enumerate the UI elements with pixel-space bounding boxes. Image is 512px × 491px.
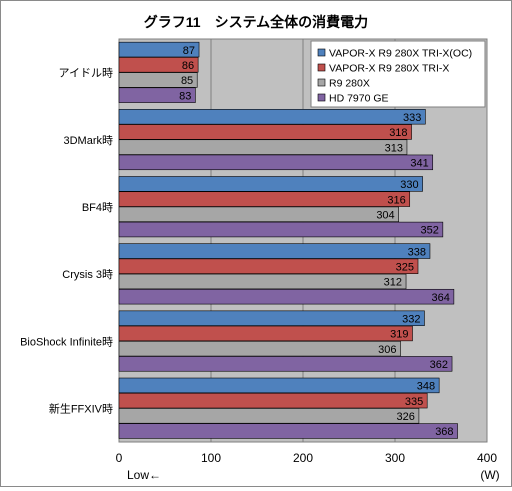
bar-value-label: 325 bbox=[396, 261, 414, 273]
bar-value-label: 352 bbox=[420, 225, 438, 237]
legend: VAPOR-X R9 280X TRI-X(OC) VAPOR-X R9 280X… bbox=[310, 40, 486, 108]
bar bbox=[118, 243, 431, 259]
bar bbox=[118, 377, 440, 394]
bar-value-label: 326 bbox=[397, 411, 415, 423]
category-label: 3DMark時 bbox=[63, 134, 113, 147]
bar bbox=[118, 356, 453, 372]
bar bbox=[118, 392, 428, 409]
bar-value-label: 338 bbox=[408, 246, 426, 258]
bar-value-label: 364 bbox=[432, 292, 450, 304]
legend-label: VAPOR-X R9 280X TRI-X bbox=[329, 63, 449, 75]
bar bbox=[118, 41, 200, 58]
bar bbox=[118, 87, 196, 103]
bar bbox=[118, 124, 412, 140]
x-tick-labels: 0 100 200 300 400 bbox=[116, 451, 498, 465]
legend-swatch bbox=[317, 63, 326, 72]
bars bbox=[118, 41, 458, 439]
bar bbox=[118, 57, 199, 73]
bar bbox=[118, 288, 455, 305]
legend-box bbox=[310, 40, 486, 108]
legend-label: HD 7970 GE bbox=[329, 93, 389, 105]
bar-value-label: 368 bbox=[435, 426, 453, 438]
bar-value-label: 335 bbox=[405, 396, 423, 408]
bar bbox=[118, 109, 426, 125]
bar-value-label: 318 bbox=[389, 127, 407, 139]
bar-value-label: 304 bbox=[376, 210, 394, 222]
legend-swatch bbox=[317, 78, 326, 87]
legend-label: R9 280X bbox=[329, 78, 370, 90]
legend-label: VAPOR-X R9 280X TRI-X(OC) bbox=[329, 48, 472, 60]
bar bbox=[118, 325, 413, 342]
bar-value-label: 319 bbox=[390, 329, 408, 341]
bar-value-label: 348 bbox=[417, 381, 435, 393]
category-label: Crysis 3時 bbox=[62, 268, 113, 281]
x-tick-label: 400 bbox=[477, 451, 497, 465]
bar bbox=[118, 176, 423, 192]
x-axis-unit: (W) bbox=[480, 468, 499, 482]
category-labels: アイドル時 3DMark時 BF4時 Crysis 3時 BioShock Infini… bbox=[20, 67, 113, 416]
x-tick-label: 0 bbox=[116, 451, 123, 465]
bar bbox=[118, 423, 458, 439]
bar-value-label: 83 bbox=[179, 90, 191, 102]
x-tick-label: 100 bbox=[201, 451, 221, 465]
bar-value-label: 86 bbox=[182, 60, 194, 72]
bar-value-label: 306 bbox=[378, 344, 396, 356]
bar bbox=[118, 310, 425, 326]
x-axis-note: Low← bbox=[127, 468, 161, 482]
bar bbox=[118, 340, 401, 357]
bar-value-label: 330 bbox=[400, 179, 418, 191]
bar bbox=[118, 258, 419, 274]
bar bbox=[118, 273, 407, 290]
bar-value-label: 313 bbox=[385, 142, 403, 154]
bar-value-label: 87 bbox=[183, 45, 195, 57]
bar-value-labels: 87 86 85 83 333 318 313 341 330 316 304 352 338 325 31… bbox=[179, 45, 453, 438]
bar bbox=[118, 154, 434, 171]
category-label: 新生FFXIV時 bbox=[49, 401, 113, 415]
bar bbox=[118, 221, 444, 238]
bar bbox=[118, 72, 198, 88]
legend-swatch bbox=[317, 93, 326, 102]
bar bbox=[118, 191, 411, 207]
x-tick-label: 300 bbox=[385, 451, 405, 465]
bar-value-label: 332 bbox=[402, 313, 420, 325]
category-label: アイドル時 bbox=[59, 67, 113, 80]
bar-value-label: 333 bbox=[403, 112, 421, 124]
bar-value-label: 85 bbox=[181, 75, 193, 87]
bar bbox=[118, 408, 420, 424]
x-tick-label: 200 bbox=[293, 451, 313, 465]
bar bbox=[118, 206, 399, 223]
bar-value-label: 316 bbox=[387, 194, 405, 206]
bar-value-label: 312 bbox=[384, 277, 402, 289]
bar-value-label: 341 bbox=[410, 158, 428, 170]
legend-swatch bbox=[317, 48, 326, 57]
category-label: BioShock Infinite時 bbox=[20, 335, 113, 348]
category-label: BF4時 bbox=[82, 201, 113, 214]
bar bbox=[118, 139, 408, 155]
chart-title: グラフ11 システム全体の消費電力 bbox=[144, 14, 368, 30]
bar-value-label: 362 bbox=[430, 359, 448, 371]
